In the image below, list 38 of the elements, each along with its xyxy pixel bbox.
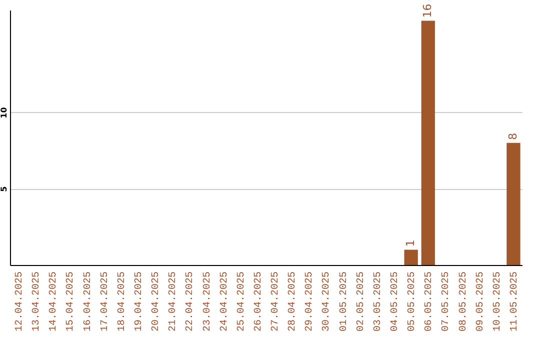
x-tick-label: 14.04.2025 — [48, 272, 60, 332]
data-label: 8 — [506, 132, 520, 140]
x-tick-label: 10.05.2025 — [492, 272, 504, 332]
x-tick-label: 25.04.2025 — [236, 272, 248, 332]
x-tick-label: 12.04.2025 — [14, 272, 26, 332]
x-tick-label: 02.05.2025 — [356, 272, 367, 332]
x-tick-label: 27.04.2025 — [270, 272, 282, 332]
x-tick-label: 19.04.2025 — [134, 272, 145, 332]
x-tick-label: 09.05.2025 — [475, 272, 486, 332]
x-tick-label: 13.04.2025 — [32, 272, 43, 332]
x-tick-label: 26.04.2025 — [253, 272, 264, 332]
x-tick-label: 18.04.2025 — [116, 272, 128, 332]
x-tick-label: 24.04.2025 — [219, 272, 230, 332]
data-label: 1 — [404, 240, 418, 247]
x-tick-label: 06.05.2025 — [424, 272, 436, 332]
x-tick-label: 30.04.2025 — [322, 272, 333, 332]
bar — [506, 142, 520, 265]
x-tick-label: 07.05.2025 — [441, 272, 452, 332]
x-tick-label: 17.04.2025 — [100, 272, 111, 332]
data-label: 16 — [421, 4, 434, 18]
x-tick-label: 20.04.2025 — [151, 272, 162, 332]
y-tick-label: 5 — [0, 186, 8, 192]
x-tick-label: 29.04.2025 — [304, 272, 316, 332]
x-tick-label: 15.04.2025 — [66, 272, 77, 332]
y-tick-label: 10 — [0, 106, 8, 118]
x-tick-label: 11.05.2025 — [509, 272, 520, 332]
x-tick-label: 01.05.2025 — [338, 272, 350, 332]
x-tick-label: 04.05.2025 — [390, 272, 401, 332]
x-tick-label: 23.04.2025 — [202, 272, 214, 332]
x-tick-label: 03.05.2025 — [372, 272, 384, 332]
bar — [404, 250, 418, 265]
x-tick-label: 05.05.2025 — [407, 272, 418, 332]
x-tick-label: 16.04.2025 — [82, 272, 94, 332]
x-tick-label: 08.05.2025 — [458, 272, 470, 332]
x-tick-label: 28.04.2025 — [288, 272, 299, 332]
x-tick-label: 22.04.2025 — [185, 272, 196, 332]
bar — [421, 20, 435, 265]
x-tick-label: 21.04.2025 — [168, 272, 180, 332]
